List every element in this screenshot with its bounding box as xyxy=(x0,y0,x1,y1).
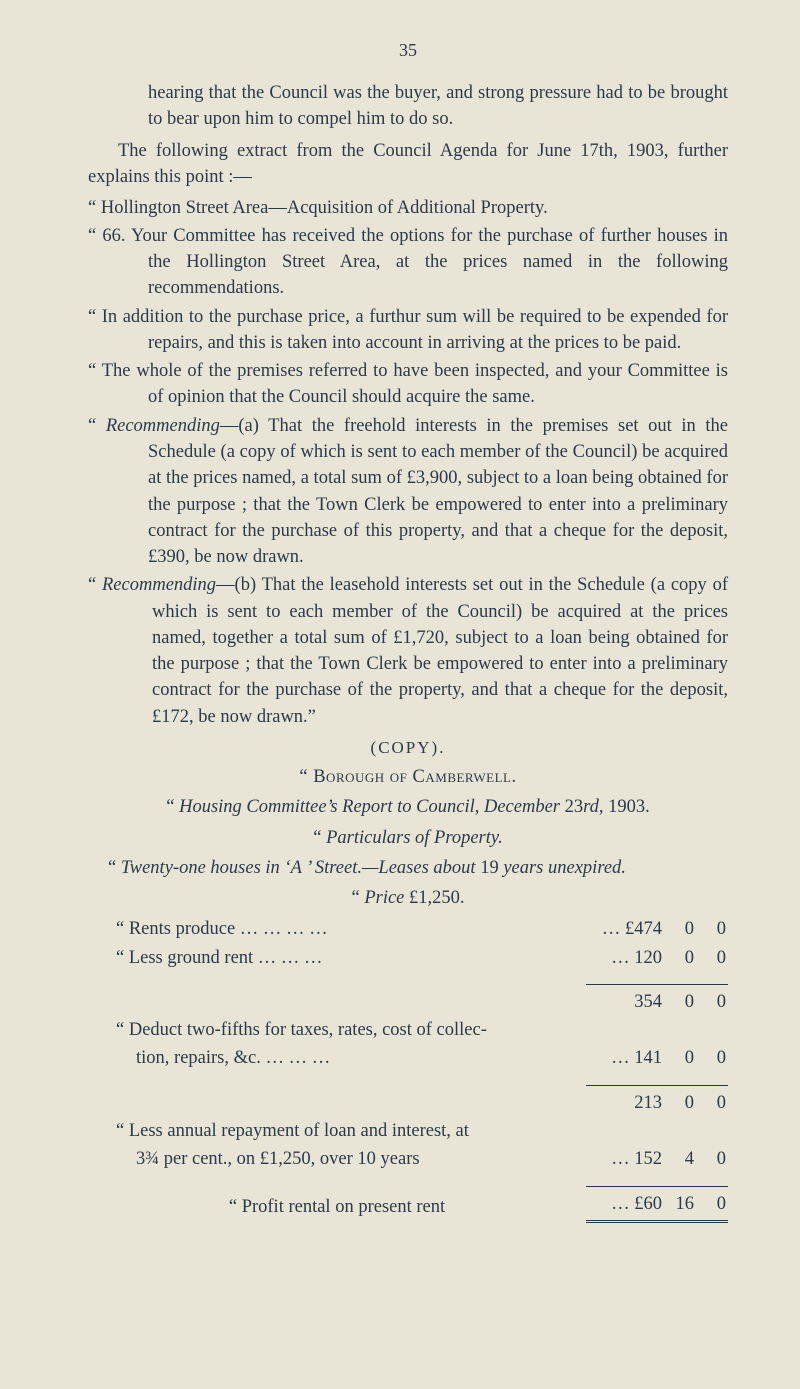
row5-desc xyxy=(88,1085,586,1117)
row4b-d: 0 xyxy=(696,1044,728,1072)
row6b-amt: … 152 xyxy=(586,1145,664,1173)
paragraph-1: hearing that the Council was the buyer, … xyxy=(88,80,728,133)
quote-1: “ Hollington Street Area—Acquisition of … xyxy=(88,195,728,221)
report-line: “ Housing Committee’s Report to Council,… xyxy=(88,794,728,820)
financial-table: “ Rents produce … … … … … £474 0 0 “ Les… xyxy=(88,915,728,1222)
price-open: “ xyxy=(351,888,364,908)
table-row: “ Less annual repayment of loan and inte… xyxy=(88,1117,728,1145)
row7-d: 0 xyxy=(696,1186,728,1221)
row6a-desc: “ Less annual repayment of loan and inte… xyxy=(88,1117,728,1145)
copy-label: (COPY). xyxy=(88,736,728,760)
report-rd: rd xyxy=(583,797,599,817)
page-container: 35 hearing that the Council was the buye… xyxy=(0,0,800,1389)
borough-heading: “ Borough of Camberwell. xyxy=(88,764,728,790)
quote-4: “ The whole of the premises referred to … xyxy=(88,358,728,411)
row2-amt: … 120 xyxy=(586,944,664,972)
row4b-s: 0 xyxy=(664,1044,696,1072)
row6b-d: 0 xyxy=(696,1145,728,1173)
twenty-num: 19 xyxy=(476,858,504,878)
price-amount: £1,250. xyxy=(404,888,464,908)
row4b-desc: tion, repairs, &c. … … … xyxy=(88,1044,586,1072)
row5-amt: 213 xyxy=(586,1085,664,1117)
row6b-desc: 3¾ per cent., on £1,250, over 10 years xyxy=(88,1145,586,1173)
row7-amt: … £60 xyxy=(586,1186,664,1221)
row1-desc: “ Rents produce … … … … xyxy=(88,915,586,943)
q5-keyword: Recommending xyxy=(106,416,220,436)
row1-amt: … £474 xyxy=(586,915,664,943)
quote-5: “ Recommending—(a) That the freehold int… xyxy=(88,413,728,571)
table-row: “ Rents produce … … … … … £474 0 0 xyxy=(88,915,728,943)
partic-open: “ xyxy=(313,828,326,848)
row4b-amt: … 141 xyxy=(586,1044,664,1072)
row2-d: 0 xyxy=(696,944,728,972)
row4a-desc: “ Deduct two-fifths for taxes, rates, co… xyxy=(88,1016,728,1044)
row5-d: 0 xyxy=(696,1085,728,1117)
row1-d: 0 xyxy=(696,915,728,943)
price-line: “ Price £1,250. xyxy=(88,885,728,911)
report-open: “ xyxy=(166,797,179,817)
twenty-one-line: “ Twenty-one houses in ‘A ’ Street.—Leas… xyxy=(88,855,728,881)
quote-6: “ Recommending—(b) That the leasehold in… xyxy=(88,572,728,730)
q6-keyword: Recommending xyxy=(102,575,216,595)
particulars-line: “ Particulars of Property. xyxy=(88,825,728,851)
row5-s: 0 xyxy=(664,1085,696,1117)
row3-d: 0 xyxy=(696,984,728,1016)
report-num: 23 xyxy=(560,797,583,817)
page-number: 35 xyxy=(88,38,728,64)
report-italic: Housing Committee’s Report to Council, D… xyxy=(179,797,560,817)
twenty-italic-1: Twenty-one houses in ‘A ’ Street.—Leases… xyxy=(121,858,476,878)
row1-s: 0 xyxy=(664,915,696,943)
table-row: tion, repairs, &c. … … … … 141 0 0 xyxy=(88,1044,728,1072)
twenty-italic-2: years unexpired. xyxy=(503,858,626,878)
quote-2: “ 66. Your Committee has received the op… xyxy=(88,223,728,302)
row7-desc: “ Profit rental on present rent xyxy=(88,1186,586,1221)
row6b-s: 4 xyxy=(664,1145,696,1173)
row3-s: 0 xyxy=(664,984,696,1016)
q6-open: “ xyxy=(88,575,102,595)
table-row: “ Profit rental on present rent … £60 16… xyxy=(88,1186,728,1221)
table-row: 354 0 0 xyxy=(88,984,728,1016)
table-row: 3¾ per cent., on £1,250, over 10 years …… xyxy=(88,1145,728,1173)
row3-amt: 354 xyxy=(586,984,664,1016)
price-italic: Price xyxy=(364,888,404,908)
q6-rest: —(b) That the leasehold interests set ou… xyxy=(152,575,728,726)
report-year: , 1903. xyxy=(599,797,650,817)
twenty-open: “ xyxy=(108,858,121,878)
q5-open: “ xyxy=(88,416,106,436)
paragraph-2: The following extract from the Council A… xyxy=(88,138,728,191)
row7-s: 16 xyxy=(664,1186,696,1221)
row2-s: 0 xyxy=(664,944,696,972)
row3-desc xyxy=(88,984,586,1016)
q5-rest: —(a) That the freehold interests in the … xyxy=(148,416,728,567)
quote-3: “ In addition to the purchase price, a f… xyxy=(88,304,728,357)
partic-italic: Particulars of Property. xyxy=(326,828,503,848)
table-row: “ Deduct two-fifths for taxes, rates, co… xyxy=(88,1016,728,1044)
table-row: 213 0 0 xyxy=(88,1085,728,1117)
table-row: “ Less ground rent … … … … 120 0 0 xyxy=(88,944,728,972)
row2-desc: “ Less ground rent … … … xyxy=(88,944,586,972)
